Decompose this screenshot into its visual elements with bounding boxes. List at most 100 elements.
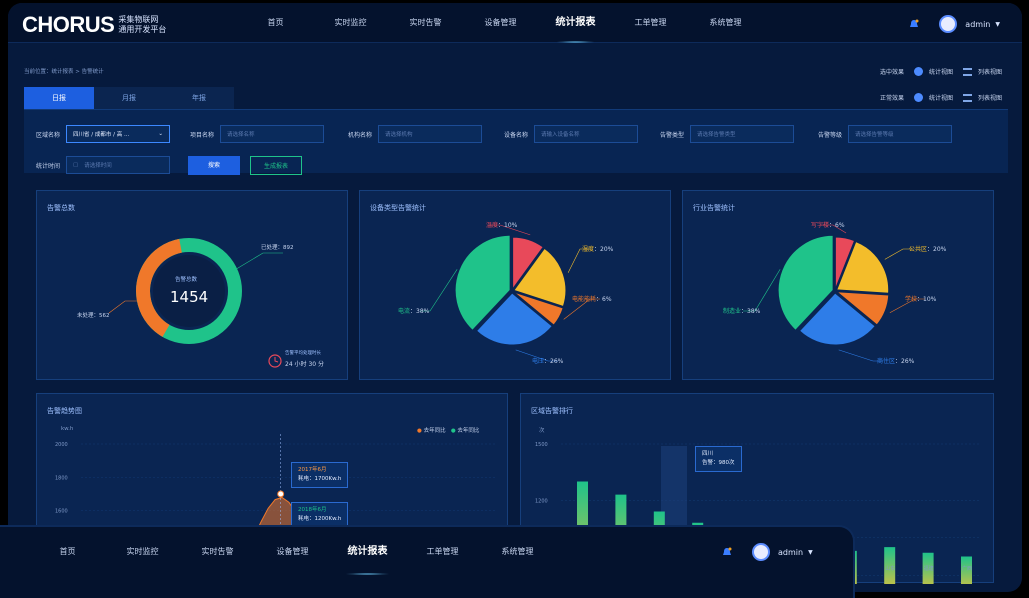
chart-view-link[interactable]: 统计视图 (928, 95, 953, 102)
chevron-down-icon[interactable]: ▼ (808, 548, 813, 556)
bell-icon[interactable] (909, 19, 919, 30)
generate-report-button[interactable]: 生成报表 (250, 156, 302, 175)
nav-device[interactable]: 设备管理 (484, 18, 517, 27)
project-select[interactable]: 请选择名称 (220, 125, 325, 143)
nav-report[interactable]: 统计报表 (330, 527, 405, 577)
donut-center-value: 1454 (170, 288, 209, 306)
chart-view-link[interactable]: 统计视图 (928, 69, 953, 76)
brand-line2: 通用开发平台 (118, 25, 167, 34)
tooltip-value: 耗电：1200Kw.h (298, 516, 342, 522)
avatar[interactable] (939, 15, 958, 33)
card-title: 告警总数 (47, 204, 75, 212)
user-name[interactable]: admin (778, 547, 804, 557)
region-filter: 区域名称 四川省 / 成都市 / 高 ... ⌄ (36, 125, 171, 143)
nav-home[interactable]: 首页 (59, 547, 76, 556)
alarm-level-select[interactable]: 请选择告警等级 (848, 125, 953, 143)
app-window: CHORUS 采集物联网 通用开发平台 首页 实时监控 实时告警 设备管理 统计… (8, 3, 1022, 592)
slice-label: 电压：26% (532, 357, 564, 365)
time-label: 统计时间 (36, 162, 61, 170)
nav-system[interactable]: 系统管理 (501, 547, 534, 556)
brand-subtitle: 采集物联网 通用开发平台 (118, 15, 166, 35)
leader-line (563, 298, 600, 320)
tooltip-time: 2017年6月 (298, 467, 327, 473)
alarm-level-label: 告警等级 (818, 131, 843, 139)
main-nav: 首页 实时监控 实时告警 设备管理 统计报表 工单管理 系统管理 (238, 3, 763, 43)
alarm-type-label: 告警类型 (660, 131, 685, 139)
view-toggle-normal: 正常效果 统计视图 列表视图 (874, 93, 1002, 102)
tab-monthly[interactable]: 月报 (94, 87, 164, 109)
region-value: 四川省 / 成都市 / 高 ... (73, 132, 130, 138)
time-placeholder: 请选择时间 (84, 163, 112, 169)
top-nav-bar: CHORUS 采集物联网 通用开发平台 首页 实时监控 实时告警 设备管理 统计… (8, 3, 1022, 43)
chevron-down-icon[interactable]: ▼ (995, 20, 1000, 28)
device-input[interactable]: 请输入设备名称 (534, 125, 639, 143)
leader-line (821, 224, 847, 234)
pie-chart-icon[interactable] (913, 67, 923, 76)
donut-unhandled (136, 238, 242, 344)
list-view-link[interactable]: 列表视图 (977, 95, 1002, 102)
leader-line (743, 269, 781, 312)
leader-line (490, 224, 531, 236)
card-device-type: 设备类型告警统计 温度：10% 湿度：20% 电能能耗：6% 电压：26% 电流：38% (359, 190, 671, 380)
alarm-type-select[interactable]: 请选择告警类型 (690, 125, 795, 143)
leader-line (108, 300, 145, 314)
avg-time-label: 告警平均处理时长 (285, 351, 321, 356)
org-select[interactable]: 请选择机构 (378, 125, 483, 143)
nav-monitor[interactable]: 实时监控 (126, 547, 159, 556)
nav-alarm[interactable]: 实时告警 (409, 18, 442, 27)
region-select[interactable]: 四川省 / 成都市 / 高 ... ⌄ (66, 125, 171, 143)
y-unit: 次 (539, 428, 545, 434)
brand-line1: 采集物联网 (118, 15, 159, 24)
time-picker[interactable]: ▢ 请选择时间 (66, 156, 171, 174)
user-name[interactable]: admin (965, 19, 991, 29)
slice-label: 公共区：20% (909, 245, 947, 253)
leader-line (889, 298, 925, 313)
nav-alarm[interactable]: 实时告警 (201, 547, 234, 556)
legend-dot-icon: ● (417, 428, 422, 434)
tab-yearly[interactable]: 年报 (164, 87, 234, 109)
tooltip-region-name: 四川 (702, 451, 714, 457)
slice-label: 商住区：26% (877, 357, 915, 365)
nav-workorder[interactable]: 工单管理 (426, 547, 459, 556)
pie-slice (777, 234, 834, 332)
leader-line (515, 349, 558, 362)
tick-label: 1200 (535, 498, 548, 504)
handled-label: 已处理：892 (261, 245, 294, 251)
card-title: 设备类型告警统计 (370, 204, 426, 212)
tab-daily[interactable]: 日报 (24, 87, 94, 109)
tooltip-value: 耗电：1700Kw.h (298, 476, 342, 482)
leader-line (567, 248, 590, 273)
pie-slice (835, 291, 890, 326)
nav-workorder[interactable]: 工单管理 (634, 18, 667, 27)
list-icon[interactable] (962, 67, 972, 76)
bar (884, 547, 896, 584)
unhandled-label: 未处理：562 (77, 313, 110, 319)
tooltip-time: 2018年6月 (298, 507, 327, 513)
nav-monitor[interactable]: 实时监控 (334, 18, 367, 27)
leader-line (232, 252, 283, 272)
list-view-link[interactable]: 列表视图 (977, 69, 1002, 76)
nav-device[interactable]: 设备管理 (276, 547, 309, 556)
tick-label: 1500 (535, 442, 548, 448)
leader-line (420, 269, 458, 312)
search-button[interactable]: 搜索 (188, 156, 240, 175)
card-title: 告警趋势图 (47, 407, 82, 415)
view-row-label: 正常效果 (879, 95, 904, 102)
list-icon[interactable] (962, 93, 972, 102)
avatar[interactable] (752, 543, 770, 561)
leader-line (884, 248, 913, 260)
bell-icon[interactable] (722, 547, 732, 558)
nav-report[interactable]: 统计报表 (538, 3, 613, 43)
breadcrumb: 当前位置：统计报表 > 告警统计 (24, 69, 104, 75)
tooltip-2017: 2017年6月 耗电：1700Kw.h (291, 462, 349, 488)
slice-label: 湿度：20% (582, 245, 614, 253)
slice-label: 制造业：38% (723, 307, 761, 315)
project-label: 项目名称 (190, 131, 215, 139)
pie-chart-icon[interactable] (913, 93, 923, 102)
pie-slice (454, 234, 511, 332)
tick-label: 2000 (55, 442, 68, 448)
chevron-down-icon: ⌄ (158, 131, 164, 137)
donut-chart (108, 238, 283, 368)
nav-system[interactable]: 系统管理 (709, 18, 742, 27)
nav-home[interactable]: 首页 (267, 18, 284, 27)
